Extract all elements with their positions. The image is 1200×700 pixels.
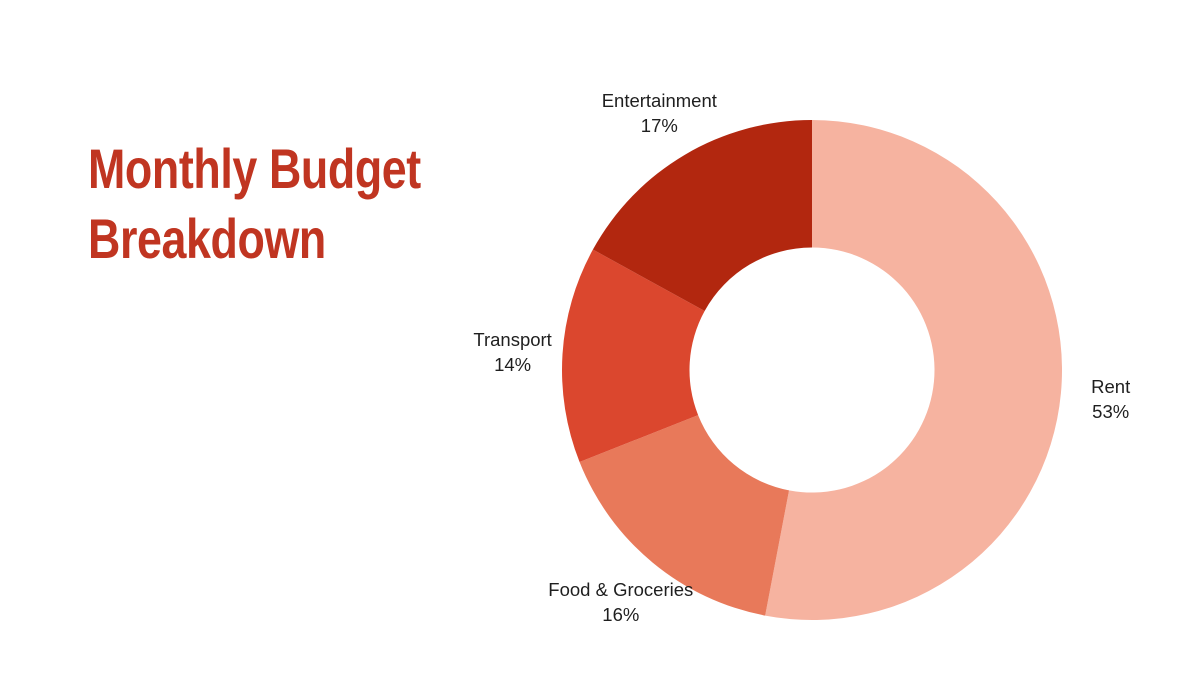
slice-label-transport: Transport 14% xyxy=(473,329,551,375)
slice-label-rent: Rent 53% xyxy=(1091,376,1130,422)
page-title-line-2: Breakdown xyxy=(88,207,326,270)
page-title: Monthly Budget Breakdown xyxy=(88,134,421,274)
slice-label-entertainment: Entertainment 17% xyxy=(602,90,717,136)
donut-slice-entertainment xyxy=(592,119,812,311)
donut-slice-transport xyxy=(562,249,705,463)
slice-label-food-groceries: Food & Groceries 16% xyxy=(548,579,693,625)
donut-slice-rent xyxy=(765,120,1063,620)
donut-slice-food-groceries xyxy=(579,415,790,616)
page-title-line-1: Monthly Budget xyxy=(88,137,421,200)
